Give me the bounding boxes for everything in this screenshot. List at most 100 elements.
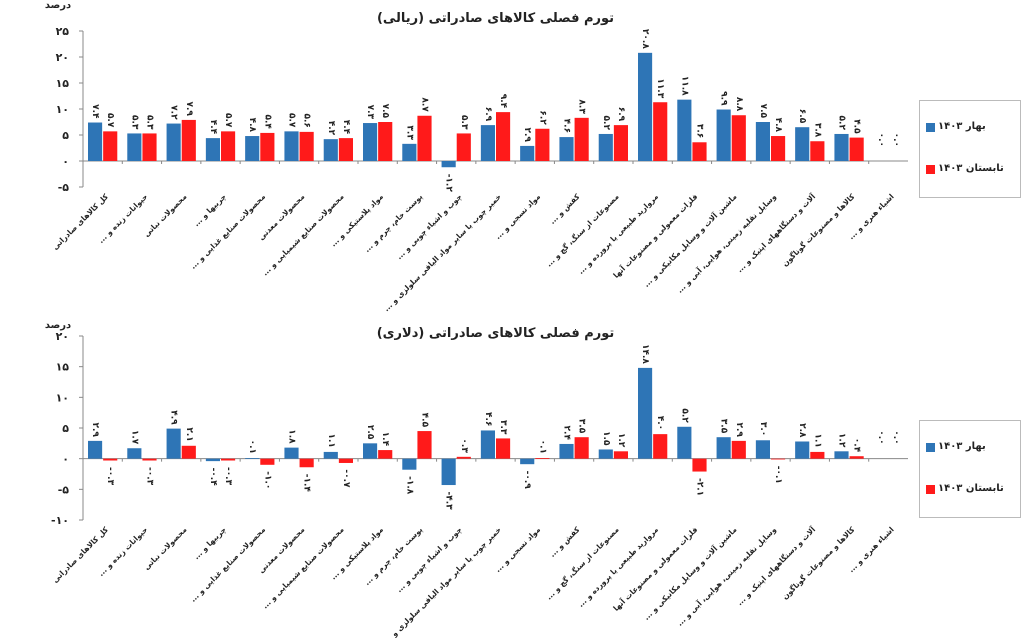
data-label-spring: ۲.۴ <box>562 426 572 441</box>
bar-spring <box>402 458 417 470</box>
category-label: فلزات معمولی و مصنوعات آنها <box>611 524 700 613</box>
data-label-spring: ۱.۵ <box>601 431 611 446</box>
data-label-spring: -۰.۹ <box>522 471 532 490</box>
data-label-summer: -۰.۱ <box>773 466 783 484</box>
category-label: آلات و دستگاههای اپتیک و ... <box>734 524 817 607</box>
bar-summer <box>221 458 236 461</box>
data-label-summer: -۰.۷ <box>341 469 351 488</box>
bar-summer <box>260 458 275 465</box>
bar-summer <box>574 117 589 161</box>
bar-summer <box>299 458 314 468</box>
bar-spring <box>834 133 849 161</box>
category-label: چربیها و ... <box>192 192 228 228</box>
bar-spring <box>323 139 338 161</box>
data-label-summer: ۳.۵ <box>577 419 587 434</box>
bar-spring <box>284 131 299 161</box>
y-tick-label: ۰ <box>62 453 69 466</box>
legend-label-summer: تابستان ۱۴۰۳ <box>938 483 1004 494</box>
data-label-summer: ۸.۷ <box>420 97 430 112</box>
legend-swatch-summer <box>926 485 935 494</box>
legend-label-spring: بهار ۱۴۰۳ <box>938 121 986 132</box>
bar-summer <box>456 133 471 161</box>
bar-spring <box>88 440 103 459</box>
bar-summer <box>574 437 589 459</box>
data-label-spring: ۷.۵ <box>758 104 768 119</box>
bar-spring <box>205 458 220 462</box>
data-label-summer: ۲.۹ <box>734 422 744 437</box>
legend-item-summer: تابستان ۱۴۰۳ <box>920 483 1020 497</box>
bar-spring <box>559 443 574 459</box>
data-label-summer: -۰.۳ <box>145 467 155 486</box>
bar-spring <box>441 458 456 486</box>
bar-summer <box>142 458 157 461</box>
bar-spring <box>598 133 613 161</box>
legend-dollar: بهار ۱۴۰۳ تابستان ۱۴۰۳ <box>919 420 1021 518</box>
data-label-spring: -۱.۲ <box>444 174 454 193</box>
y-tick-label: ۰ <box>62 155 69 168</box>
bar-summer <box>103 131 118 161</box>
category-label: محصولات صنایع شیمیایی و ... <box>260 525 346 611</box>
bar-summer <box>338 458 353 463</box>
data-label-spring: ۷.۳ <box>365 105 375 120</box>
data-label-summer: ۶.۹ <box>616 107 626 122</box>
bar-summer <box>417 115 432 161</box>
y-tick-label: ۱۰ <box>56 391 69 404</box>
data-label-spring: ۱.۲ <box>837 433 847 448</box>
category-label: محصولات نباتی <box>142 525 189 572</box>
category-label: آلات و دستگاههای اپتیک و ... <box>734 191 817 274</box>
data-label-summer: ۴.۴ <box>341 120 351 135</box>
data-label-summer: ۲.۱ <box>184 427 194 441</box>
category-label: محصولات صنایع غذایی و ... <box>188 192 267 271</box>
bar-spring <box>323 451 338 459</box>
bar-summer <box>260 132 275 161</box>
y-tick-label: ۵ <box>62 129 69 142</box>
data-label-summer: ۵.۳ <box>459 115 469 130</box>
category-label: مصنوعات از سنگ، گچ و ... <box>544 525 621 602</box>
data-label-spring: ۱.۱ <box>326 434 336 448</box>
y-tick-label: -۵ <box>58 181 70 194</box>
bar-summer <box>613 125 628 161</box>
legend-item-spring: بهار ۱۴۰۳ <box>920 441 1020 455</box>
y-tick-label: ۲۰ <box>56 330 69 343</box>
data-label-spring: ۳.۳ <box>404 125 414 140</box>
data-label-spring: ۰.۱ <box>247 440 257 454</box>
legend-rial: بهار ۱۴۰۳ تابستان ۱۴۰۳ <box>919 100 1021 198</box>
data-label-spring: ۱.۸ <box>287 429 297 444</box>
y-axis-label: درصد <box>45 0 71 11</box>
bar-spring <box>441 161 456 168</box>
bar-summer <box>456 456 471 459</box>
data-label-summer: -۲.۱ <box>695 478 705 496</box>
data-label-summer: ۰.۰ <box>891 133 901 147</box>
category-label: محصولات نباتی <box>142 192 189 239</box>
bar-spring <box>638 52 653 162</box>
data-label-summer: ۰.۳ <box>459 438 469 453</box>
bar-summer <box>810 141 825 161</box>
data-label-spring: -۰.۴ <box>208 468 218 487</box>
data-label-spring: ۲.۵ <box>365 425 375 440</box>
bar-summer <box>653 434 668 459</box>
category-label: کالاها و مصنوعات گوناگون <box>780 192 857 269</box>
bar-summer <box>181 445 196 459</box>
data-label-spring: ۴.۶ <box>483 412 493 426</box>
data-label-summer: ۵.۶ <box>302 113 312 127</box>
data-label-spring: ۴.۸ <box>247 118 257 133</box>
y-tick-label: -۵ <box>58 483 70 496</box>
data-label-summer: ۰.۰ <box>891 430 901 444</box>
y-tick-label: ۲۰ <box>56 51 69 64</box>
data-label-summer: ۷.۹ <box>184 102 194 117</box>
data-label-spring: ۹.۹ <box>719 91 729 106</box>
y-tick-label: ۲۵ <box>56 25 70 38</box>
bar-spring <box>127 448 142 459</box>
data-label-spring: ۲.۹ <box>90 422 100 437</box>
bar-summer <box>535 128 550 161</box>
legend-swatch-spring <box>926 123 935 132</box>
data-label-summer: ۵.۳ <box>145 115 155 130</box>
bar-summer <box>613 451 628 459</box>
bar-spring <box>520 145 535 161</box>
bar-spring <box>755 440 770 459</box>
bar-summer <box>849 456 864 459</box>
legend-item-summer: تابستان ۱۴۰۳ <box>920 163 1020 177</box>
data-label-summer: ۱.۲ <box>616 433 626 448</box>
y-tick-label: -۱۰ <box>51 514 69 527</box>
